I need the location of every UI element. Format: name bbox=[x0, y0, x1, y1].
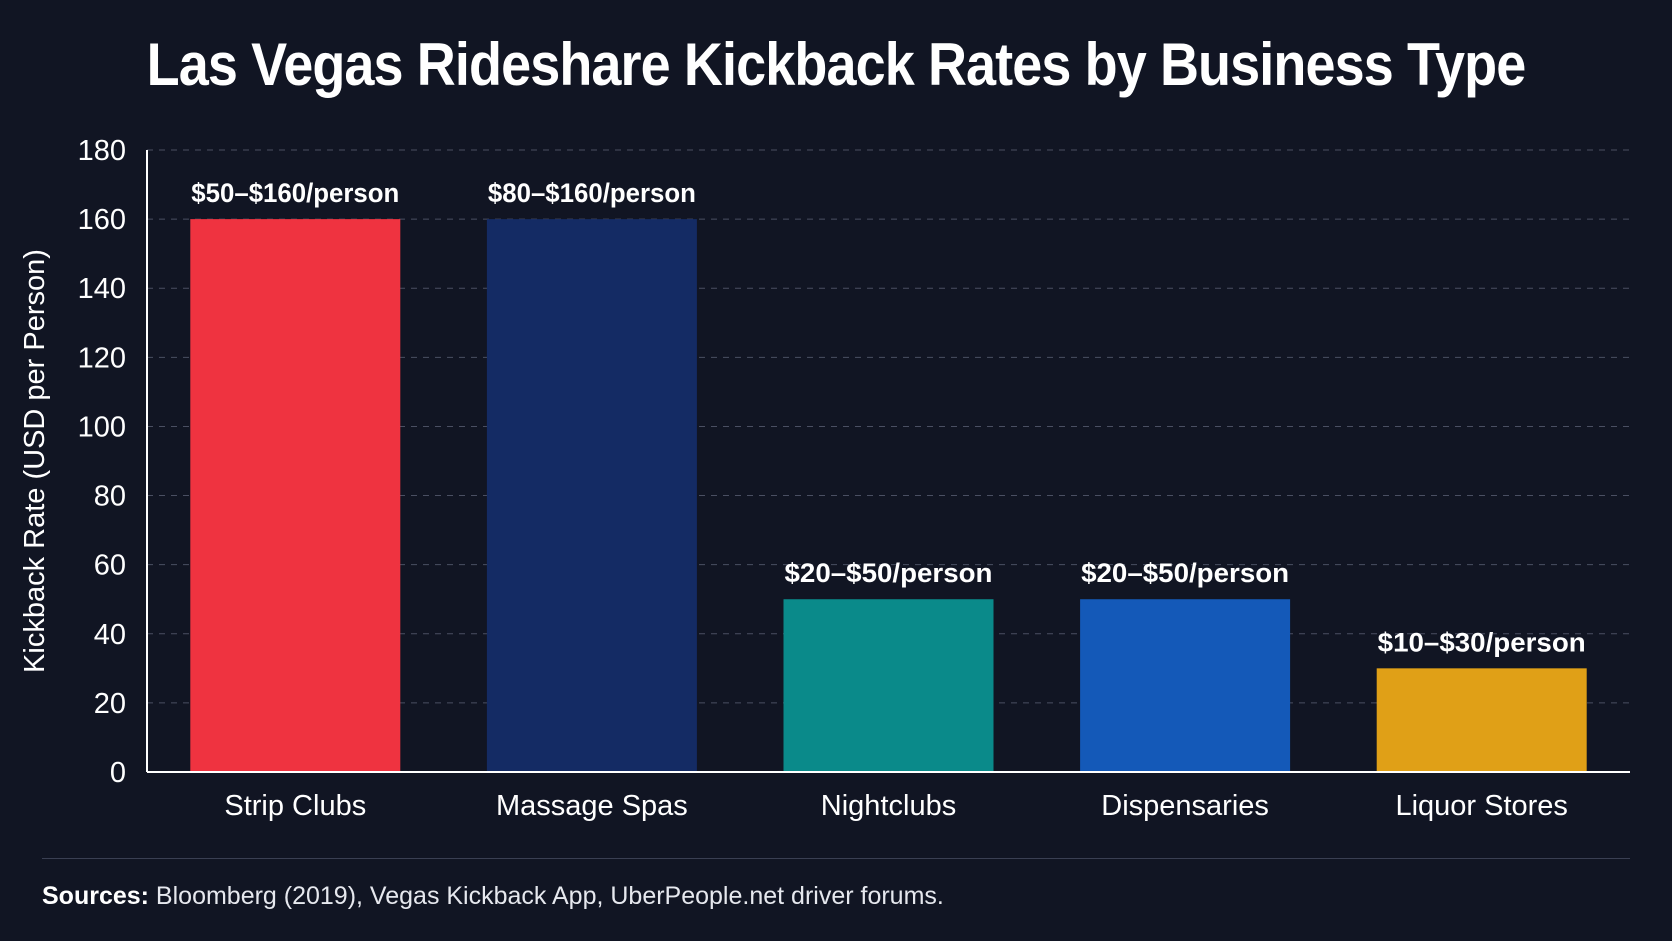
y-tick-label: 40 bbox=[94, 619, 126, 651]
y-tick-label: 80 bbox=[94, 481, 126, 513]
footer-divider bbox=[42, 858, 1630, 859]
bar bbox=[1376, 668, 1587, 772]
y-tick-label: 100 bbox=[78, 411, 126, 443]
data-label: $10–$30/person bbox=[1378, 627, 1586, 657]
data-label: $50–$160/person bbox=[191, 178, 399, 208]
y-tick-label: 140 bbox=[78, 273, 126, 305]
chart-title: Las Vegas Rideshare Kickback Rates by Bu… bbox=[146, 31, 1527, 98]
data-label: $80–$160/person bbox=[488, 178, 696, 208]
y-tick-label: 160 bbox=[78, 204, 126, 236]
data-label: $20–$50/person bbox=[1081, 558, 1289, 588]
x-tick-label: Massage Spas bbox=[496, 790, 688, 822]
y-tick-label: 20 bbox=[94, 688, 126, 720]
x-tick-label: Strip Clubs bbox=[224, 790, 366, 822]
y-tick-label: 0 bbox=[110, 757, 126, 789]
x-tick-label: Liquor Stores bbox=[1395, 790, 1568, 822]
bar bbox=[190, 219, 401, 773]
y-tick-label: 60 bbox=[94, 550, 126, 582]
sources-label: Sources: bbox=[42, 882, 149, 910]
data-label: $20–$50/person bbox=[785, 558, 993, 588]
bar bbox=[1080, 599, 1291, 772]
y-tick-label: 180 bbox=[78, 135, 126, 167]
bar bbox=[486, 219, 697, 773]
y-axis-label: Kickback Rate (USD per Person) bbox=[19, 249, 51, 673]
x-tick-label: Nightclubs bbox=[821, 790, 956, 822]
sources-text: Bloomberg (2019), Vegas Kickback App, Ub… bbox=[148, 882, 944, 910]
sources-line: Sources: Bloomberg (2019), Vegas Kickbac… bbox=[42, 882, 944, 911]
bar bbox=[783, 599, 994, 772]
x-tick-label: Dispensaries bbox=[1101, 790, 1269, 822]
y-tick-label: 120 bbox=[78, 342, 126, 374]
